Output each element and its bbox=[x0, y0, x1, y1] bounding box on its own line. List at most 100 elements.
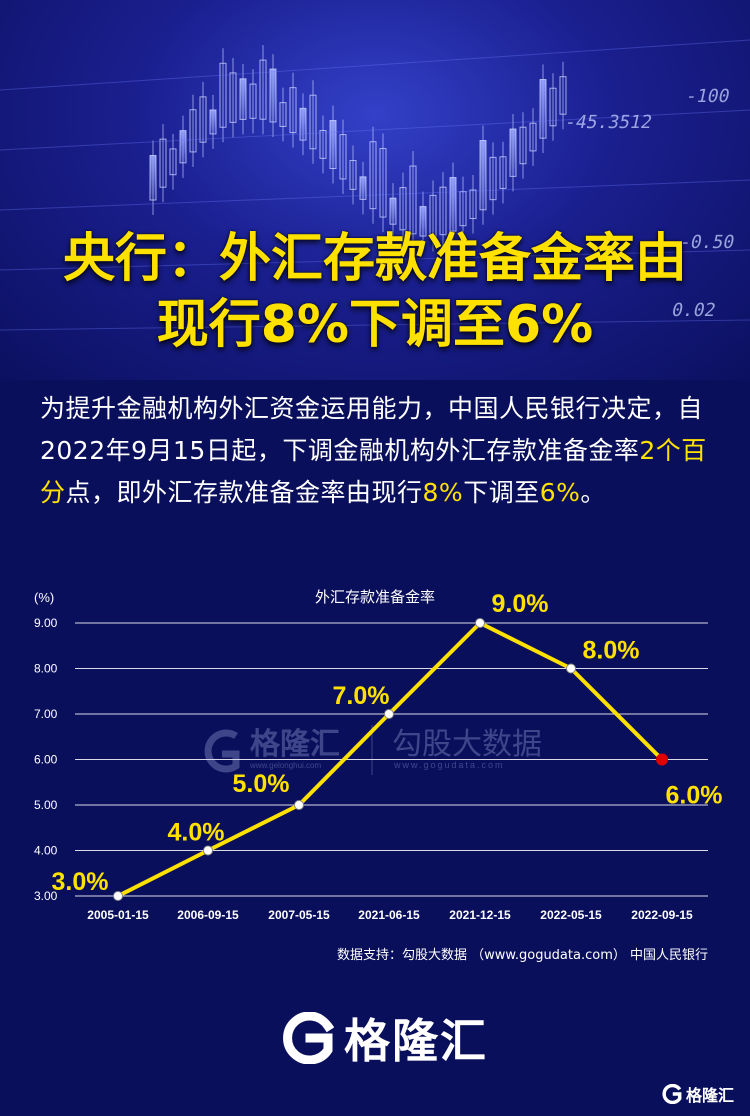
candle-body bbox=[439, 186, 447, 236]
hero-number: -45.3512 bbox=[562, 112, 654, 133]
candle-body bbox=[359, 176, 367, 200]
candle-body bbox=[479, 140, 487, 211]
candle-body bbox=[299, 107, 307, 141]
y-tick-label: 4.00 bbox=[34, 844, 58, 858]
data-label: 7.0% bbox=[333, 682, 390, 710]
candle-body bbox=[329, 120, 337, 170]
hero-number: -100 bbox=[683, 86, 732, 107]
candle-body bbox=[379, 148, 387, 218]
desc-part: 。 bbox=[580, 478, 606, 507]
y-axis-label: (%) bbox=[34, 590, 54, 605]
candle-body bbox=[339, 134, 347, 180]
candle-body bbox=[199, 96, 207, 143]
y-tick-label: 5.00 bbox=[34, 798, 58, 812]
y-tick-label: 3.00 bbox=[34, 889, 58, 903]
chart-title: 外汇存款准备金率 bbox=[315, 588, 435, 606]
candle-body bbox=[269, 68, 277, 123]
y-tick-label: 8.00 bbox=[34, 662, 58, 676]
candle-body bbox=[449, 177, 457, 232]
data-point bbox=[656, 753, 668, 766]
candle-body bbox=[319, 129, 327, 159]
desc-part: 点，即外汇存款准备金率由现行 bbox=[65, 478, 423, 507]
data-label: 3.0% bbox=[52, 868, 109, 896]
reserve-ratio-line-chart: 3.00 4.00 5.00 6.00 7.00 8.00 9.00 (%) 外汇存款准备金率格… bbox=[34, 588, 722, 922]
candle-body bbox=[179, 130, 187, 164]
data-point bbox=[475, 618, 485, 628]
candle-body bbox=[389, 197, 397, 225]
y-tick-label: 7.00 bbox=[34, 707, 58, 721]
candle-body bbox=[189, 109, 197, 153]
candle-body bbox=[219, 62, 227, 128]
x-tick-label: 2022-09-15 bbox=[631, 908, 693, 922]
candle-body bbox=[239, 78, 247, 120]
candle-body bbox=[469, 189, 477, 220]
chart-container: 3.00 4.00 5.00 6.00 7.00 8.00 9.00 (%) 外汇存款准备金率格… bbox=[0, 570, 750, 990]
candle-body bbox=[429, 194, 437, 237]
candle-body bbox=[529, 122, 537, 152]
data-label: 4.0% bbox=[168, 819, 225, 847]
data-point bbox=[203, 845, 213, 856]
candle-body bbox=[549, 87, 557, 127]
candle-body bbox=[349, 160, 357, 190]
headline-line-1: 央行：外汇存款准备金率由 bbox=[62, 229, 687, 289]
desc-highlight: 8% bbox=[422, 478, 464, 507]
candle-body bbox=[159, 138, 167, 188]
corner-brand-name: 格隆汇 bbox=[685, 1086, 734, 1105]
data-point bbox=[566, 663, 576, 674]
candle-body bbox=[559, 76, 567, 115]
corner-watermark: 格隆汇 bbox=[662, 1082, 734, 1106]
desc-part: 下调至 bbox=[463, 478, 540, 507]
candle-body bbox=[209, 109, 217, 135]
watermark-partner: 勾股大数据 bbox=[392, 727, 542, 762]
candle-body bbox=[519, 126, 527, 165]
candle-body bbox=[259, 59, 267, 120]
desc-highlight: 2个百分 bbox=[40, 436, 707, 507]
candle-body bbox=[539, 78, 547, 139]
candle-body bbox=[249, 83, 257, 119]
candle-body bbox=[409, 165, 417, 235]
data-point bbox=[113, 891, 123, 901]
x-tick-label: 2021-06-15 bbox=[358, 908, 420, 922]
candle-body bbox=[399, 187, 407, 231]
desc-part: 为提升金融机构外汇资金运用能力，中国人民银行决定，自2022年9月15日起，下调… bbox=[40, 394, 704, 465]
candle-body bbox=[489, 156, 497, 201]
brand-logo: 格隆汇 bbox=[282, 1010, 488, 1068]
data-label: 5.0% bbox=[233, 770, 290, 798]
x-tick-label: 2005-01-15 bbox=[87, 908, 149, 922]
watermark-brand: 格隆汇 bbox=[250, 727, 340, 762]
candlestick-background bbox=[0, 39, 750, 331]
brand-g-icon bbox=[662, 1084, 682, 1104]
candle-body bbox=[419, 206, 427, 237]
y-tick-label: 9.00 bbox=[34, 616, 58, 630]
candle-body bbox=[149, 154, 157, 201]
watermark-g-icon bbox=[204, 729, 240, 773]
candle-body bbox=[309, 94, 317, 150]
candle-body bbox=[169, 148, 177, 176]
candle-body bbox=[369, 141, 377, 210]
candle-body bbox=[229, 72, 237, 123]
candle-body bbox=[499, 156, 507, 189]
data-point bbox=[294, 800, 304, 810]
x-tick-label: 2007-05-15 bbox=[268, 908, 330, 922]
hero-banner: -45.3512 -100 0.02 -0.50 bbox=[0, 0, 750, 380]
announcement-text: 为提升金融机构外汇资金运用能力，中国人民银行决定，自2022年9月15日起，下调… bbox=[40, 388, 720, 514]
headline-line-2: 现行8%下调至6% bbox=[156, 295, 594, 355]
data-label: 9.0% bbox=[492, 590, 549, 618]
x-tick-label: 2021-12-15 bbox=[449, 908, 511, 922]
desc-highlight: 6% bbox=[539, 478, 581, 507]
candle-body bbox=[279, 102, 287, 127]
brand-name: 格隆汇 bbox=[344, 1014, 488, 1068]
watermark-partner-url: www.gogudata.com bbox=[393, 760, 505, 770]
watermark-brand-url: www.gelonghui.com bbox=[249, 761, 321, 770]
data-source: 数据支持：勾股大数据 （www.gogudata.com） 中国人民银行 bbox=[337, 948, 708, 963]
data-label: 8.0% bbox=[583, 637, 640, 665]
candle-body bbox=[459, 191, 467, 227]
candle-body bbox=[289, 87, 297, 134]
brand-g-icon bbox=[283, 1012, 334, 1064]
candle-body bbox=[509, 128, 517, 177]
y-tick-label: 6.00 bbox=[34, 753, 58, 767]
data-point bbox=[384, 709, 394, 719]
x-tick-label: 2022-05-15 bbox=[540, 908, 602, 922]
x-tick-label: 2006-09-15 bbox=[177, 908, 239, 922]
